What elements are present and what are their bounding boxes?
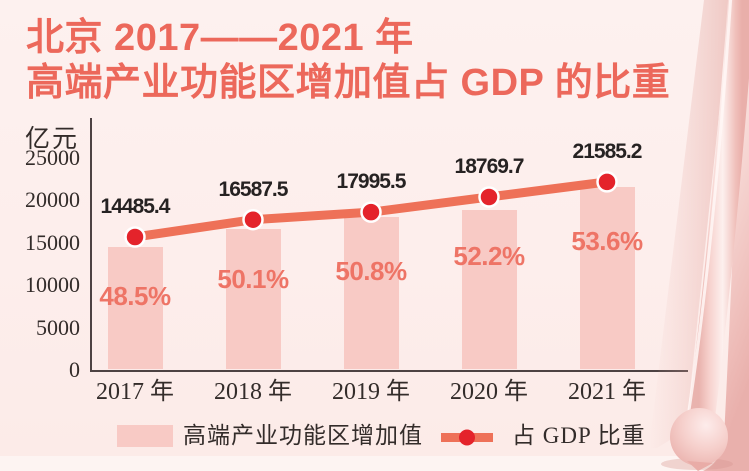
bar [225,229,281,369]
percent-label: 53.6% [571,225,643,256]
y-tick-label: 15000 [25,229,80,255]
percent-label: 50.8% [335,256,407,287]
x-axis-line [90,370,688,372]
poster-title-line2: 高端产业功能区增加值占 GDP 的比重 [26,62,671,104]
x-axis-label: 2019 年 [332,379,410,405]
poster-title-line1: 北京 2017——2021 年 [26,17,414,59]
line-data-point [478,186,500,208]
x-axis-label: 2017 年 [96,379,174,405]
bar-value-label: 14485.4 [100,195,171,218]
line-data-point [242,208,264,231]
y-tick-label: 20000 [25,187,80,212]
y-tick-label: 10000 [25,272,80,297]
y-axis-unit-label: 亿元 [25,126,80,153]
percent-label: 50.1% [217,263,289,294]
percent-label: 52.2% [453,241,525,271]
line-data-point [124,226,146,248]
y-tick-label: 25000 [25,144,80,170]
y-tick-label: 5000 [36,314,80,340]
page-curl [649,0,749,471]
bar [107,246,163,369]
bar [461,210,517,369]
bar-value-label: 17995.5 [336,170,407,194]
bar-value-label: 16587.5 [218,177,289,201]
y-axis-line [90,118,92,371]
y-tick-label: 0 [69,357,80,382]
x-axis-label: 2021 年 [568,379,646,405]
x-axis-label: 2018 年 [214,379,292,405]
x-axis-label: 2020 年 [450,379,528,405]
bar-value-label: 18769.7 [454,155,525,178]
bar-value-label: 21585.2 [572,139,643,163]
percent-label: 48.5% [99,281,171,311]
bar [343,217,399,369]
poster-title: 北京 2017——2021 年 高端产业功能区增加值占 GDP 的比重 [26,16,706,106]
